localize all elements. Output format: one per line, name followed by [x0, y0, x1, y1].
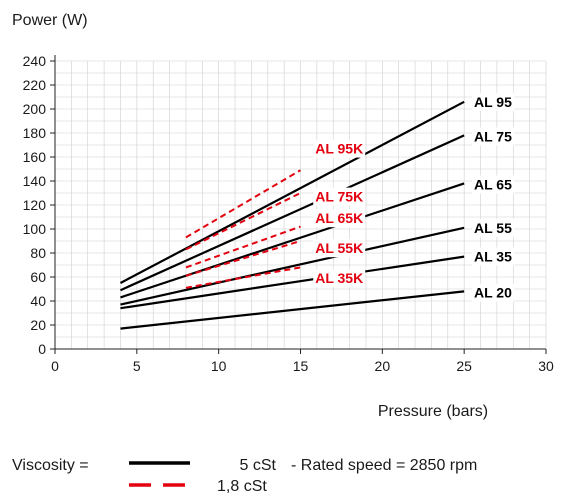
series-label-background	[313, 187, 366, 206]
series-line-al-95k	[185, 169, 302, 239]
y-tick-label: 220	[23, 77, 47, 93]
series-line-al-75k	[185, 192, 301, 251]
y-tick-label: 160	[23, 149, 47, 165]
y-tick-label: 20	[30, 317, 46, 333]
series-labels: AL 95 AL 75 AL 65 AL 55 AL 35 AL 20 AL 95K AL 7…	[313, 92, 515, 302]
x-tick-label: 30	[538, 358, 554, 374]
series-line-al-75	[120, 134, 465, 292]
legend-note: - Rated speed = 2850 rpm	[291, 457, 477, 474]
series-label-al-65k: AL 65K	[315, 210, 363, 226]
series-label-al-55: AL 55	[474, 220, 512, 236]
series-label-background	[313, 239, 366, 258]
x-tick-label: 10	[211, 358, 227, 374]
y-tick-label: 100	[23, 221, 47, 237]
series-label-background	[313, 209, 366, 228]
legend-solid-label: 5 cSt	[240, 457, 277, 474]
series-label-al-35k: AL 35K	[315, 270, 363, 286]
x-tick-label: 15	[293, 358, 309, 374]
series-line-al-35	[120, 255, 465, 310]
series-label-background	[471, 247, 515, 266]
series-label-al-35: AL 35	[474, 249, 512, 265]
series-label-background	[471, 218, 515, 237]
series-label-background	[313, 139, 366, 158]
series-label-background	[471, 175, 515, 194]
series-label-al-55k: AL 55K	[315, 240, 363, 256]
x-tick-label: 5	[133, 358, 141, 374]
legend-prefix: Viscosity =	[12, 457, 89, 474]
y-tick-label: 120	[23, 197, 47, 213]
y-tick-label: 80	[30, 245, 46, 261]
y-tick-label: 240	[23, 53, 47, 69]
y-tick-label: 200	[23, 101, 47, 117]
series-line-al-65	[120, 182, 465, 299]
series-line-al-20	[120, 290, 465, 330]
y-tick-label: 0	[38, 341, 46, 357]
series-line-al-95	[119, 100, 465, 284]
series-label-al-20: AL 20	[474, 285, 512, 301]
x-tick-label: 0	[51, 358, 59, 374]
series-label-al-75k: AL 75K	[315, 189, 363, 205]
axes: 0 20 40 60 80 100 120 140 160 180 200 220 240 0 5 10 15 2…	[23, 53, 554, 374]
series-label-al-95: AL 95	[474, 94, 512, 110]
series-label-background	[471, 127, 515, 146]
series-label-al-65: AL 65	[474, 177, 512, 193]
y-axis-title: Power (W)	[12, 12, 88, 29]
y-tick-label: 40	[30, 293, 46, 309]
y-tick-label: 140	[23, 173, 47, 189]
series-label-background	[471, 92, 515, 111]
series-lines	[119, 100, 465, 330]
series-line-al-55	[120, 226, 465, 306]
legend-dashed-label: 1,8 cSt	[217, 478, 267, 494]
legend: Viscosity = 5 cSt - Rated speed = 2850 r…	[12, 457, 477, 494]
series-label-al-95k: AL 95K	[315, 141, 363, 157]
y-tick-label: 180	[23, 125, 47, 141]
series-label-background	[471, 283, 515, 302]
series-label-background	[313, 269, 366, 288]
x-axis-title: Pressure (bars)	[378, 403, 488, 420]
series-label-al-75: AL 75	[474, 129, 512, 145]
series-line-al-65k	[185, 225, 301, 269]
y-tick-label: 60	[30, 269, 46, 285]
x-tick-label: 20	[375, 358, 391, 374]
x-tick-label: 25	[456, 358, 472, 374]
